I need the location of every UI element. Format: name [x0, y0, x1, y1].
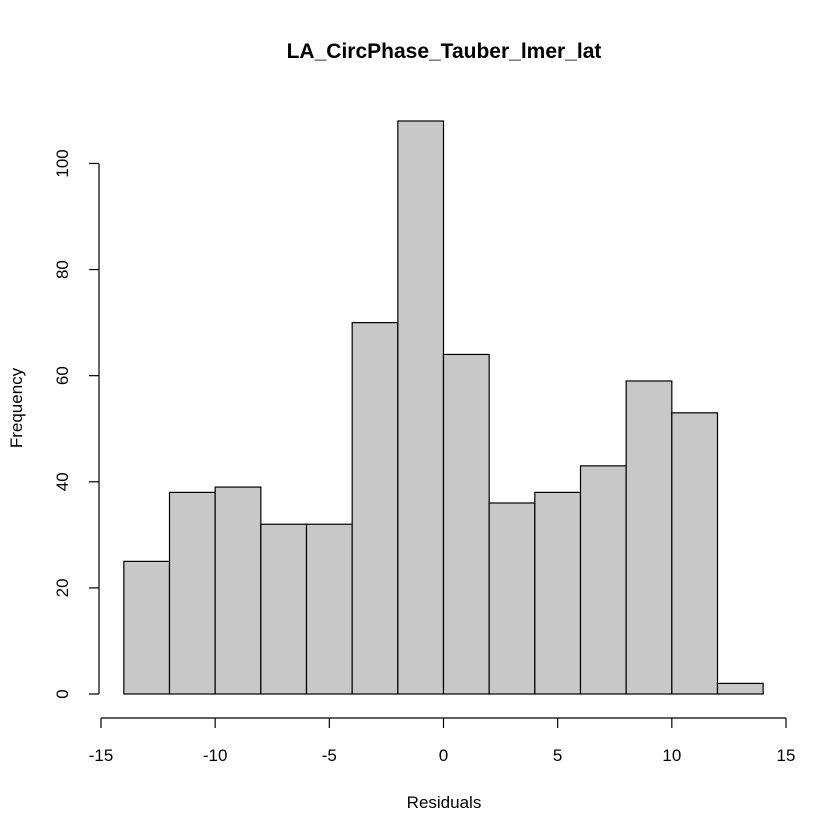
histogram-bar [671, 412, 719, 695]
x-tick-label: 10 [662, 746, 681, 765]
x-tick-label: -5 [322, 746, 337, 765]
histogram-bar [123, 560, 171, 695]
histogram-bar [168, 491, 216, 695]
histogram-bar [579, 465, 627, 695]
y-axis-label: Frequency [7, 367, 26, 448]
histogram-bar [397, 120, 445, 695]
histogram-bar [305, 523, 353, 695]
chart-title: LA_CircPhase_Tauber_lmer_lat [287, 40, 602, 63]
histogram-bar [260, 523, 308, 695]
histogram-bar [716, 682, 764, 695]
x-axis-label: Residuals [407, 793, 482, 812]
y-tick-label: 0 [53, 689, 72, 698]
histogram-bar [351, 322, 399, 695]
histogram-bar [442, 353, 490, 695]
histogram-bar [488, 502, 536, 695]
y-tick-label: 80 [53, 260, 72, 279]
x-tick-label: 5 [553, 746, 562, 765]
histogram-bar [214, 486, 262, 695]
x-axis: -15 -10 -5 0 5 10 15 [89, 717, 796, 765]
x-tick-label: 0 [439, 746, 448, 765]
y-tick-label: 40 [53, 472, 72, 491]
y-tick-label: 60 [53, 366, 72, 385]
y-axis: 0 20 40 60 80 100 [53, 149, 100, 699]
y-tick-label: 100 [53, 149, 72, 177]
y-tick-label: 20 [53, 578, 72, 597]
x-tick-label: 15 [777, 746, 796, 765]
bars-group [123, 120, 764, 695]
x-tick-label: -15 [89, 746, 114, 765]
x-tick-label: -10 [203, 746, 228, 765]
histogram-bar [534, 491, 582, 695]
histogram-bar [625, 380, 673, 695]
